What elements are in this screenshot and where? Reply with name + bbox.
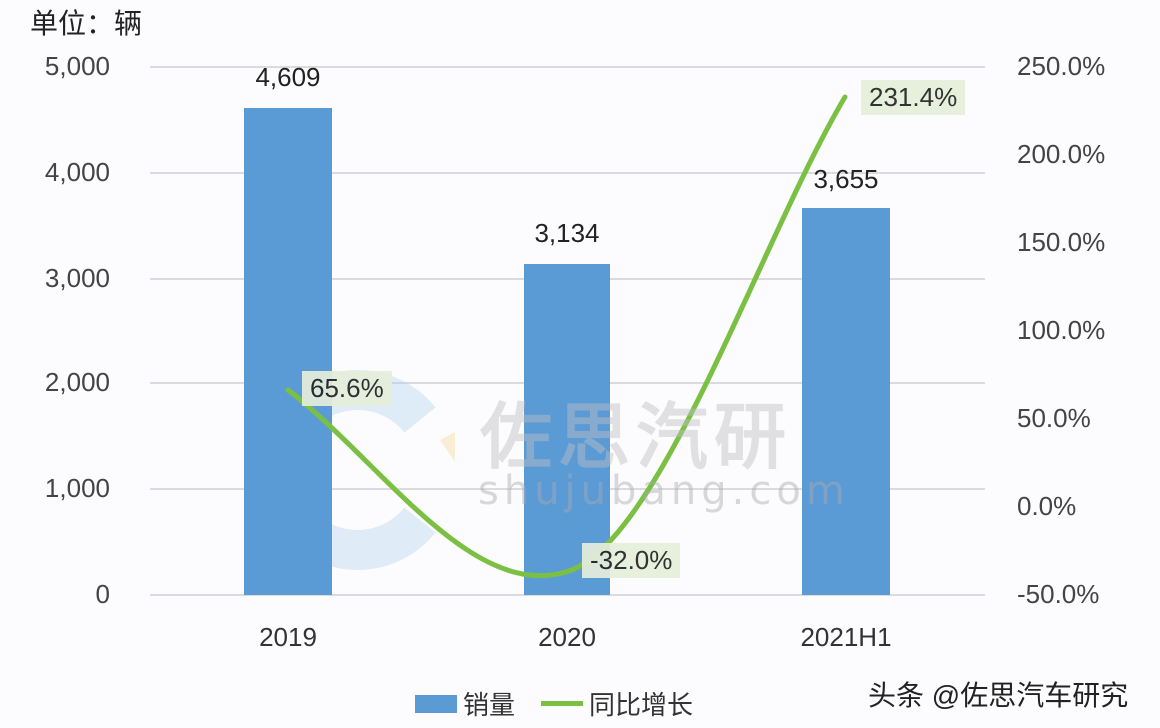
y2-tick: 200.0%: [1017, 139, 1106, 169]
y-tick: 4,000: [44, 157, 110, 187]
watermark-en: shujubang.com: [478, 468, 850, 514]
y2-tick: 50.0%: [1017, 403, 1091, 433]
legend-line-label: 同比增长: [589, 690, 694, 720]
y2-tick: -50.0%: [1017, 579, 1100, 609]
y-tick: 1,000: [44, 473, 110, 503]
bar-2019: [244, 108, 332, 595]
line-value-label: 231.4%: [861, 80, 966, 115]
legend-bar-swatch-icon: [415, 694, 457, 713]
bar-value-label: 3,655: [813, 164, 879, 194]
y2-tick: 250.0%: [1017, 51, 1106, 81]
y2-tick: 100.0%: [1017, 315, 1106, 345]
y-tick: 5,000: [44, 51, 110, 81]
line-value-label: -32.0%: [582, 543, 681, 578]
legend: 销量 同比增长: [415, 685, 693, 722]
bars: [244, 108, 890, 595]
x-tick: 2020: [538, 622, 596, 652]
legend-line-swatch-icon: [541, 701, 584, 706]
line-value-label: 65.6%: [302, 371, 392, 406]
bar-value-label: 4,609: [255, 62, 321, 92]
y-tick: 3,000: [44, 263, 110, 293]
unit-label: 单位：辆: [30, 8, 143, 39]
source-credit: 头条 @佐思汽车研究: [868, 680, 1129, 711]
y-tick: 0: [95, 579, 110, 609]
bar-value-label: 3,134: [534, 218, 600, 248]
bar-2021h1: [802, 208, 890, 595]
y-tick: 2,000: [44, 367, 110, 397]
y2-tick: 150.0%: [1017, 227, 1106, 257]
y2-tick: 0.0%: [1017, 491, 1077, 521]
x-tick: 2019: [259, 622, 317, 652]
x-tick: 2021H1: [800, 622, 892, 652]
bar-2020: [524, 264, 610, 595]
legend-bar-label: 销量: [463, 690, 516, 720]
watermark-cn: 佐思汽研: [480, 398, 793, 478]
